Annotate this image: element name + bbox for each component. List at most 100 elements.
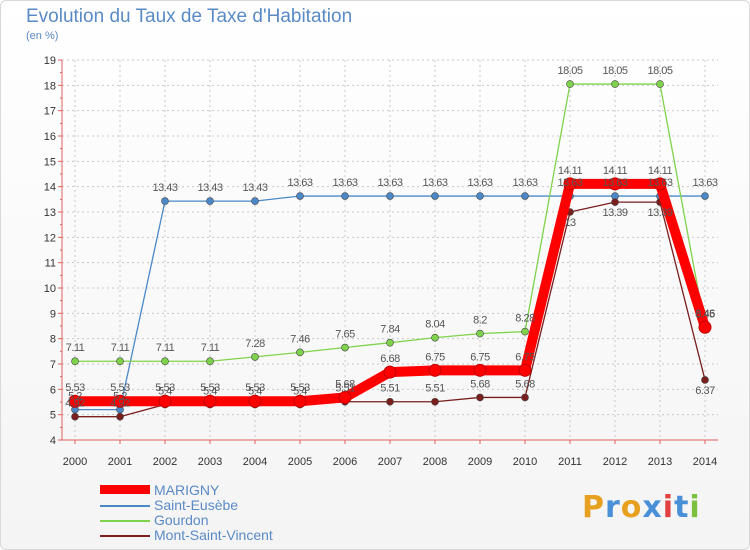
x-tick-label: 2003 [198, 456, 222, 468]
data-point-marigny [383, 365, 397, 379]
data-point-saint-eus-be [161, 197, 169, 205]
data-point-gourdon [656, 80, 664, 88]
data-label: 6.75 [425, 351, 445, 363]
x-tick-label: 2006 [333, 456, 357, 468]
data-point-marigny [68, 394, 82, 408]
data-point-marigny [653, 177, 667, 191]
data-label: 8.2 [473, 315, 487, 327]
data-point-mont-saint-vincent [701, 376, 709, 384]
data-label: 5.51 [335, 383, 355, 395]
logo-letter: r [605, 490, 621, 525]
logo-letter: P [582, 490, 605, 525]
data-point-marigny [248, 394, 262, 408]
x-tick-label: 2011 [558, 456, 582, 468]
data-label: 13.63 [602, 177, 627, 189]
data-label: 7.11 [201, 342, 220, 354]
data-point-gourdon [521, 327, 529, 336]
data-label: 18.05 [557, 65, 582, 77]
data-point-marigny [518, 363, 532, 377]
data-label: 4.92 [110, 398, 130, 410]
data-point-saint-eus-be [251, 197, 259, 205]
y-tick-label: 6 [50, 384, 56, 396]
data-label: 6.68 [380, 353, 400, 365]
x-tick-label: 2000 [63, 456, 87, 468]
y-tick-label: 9 [50, 308, 56, 320]
data-point-gourdon [251, 353, 259, 361]
x-tick-label: 2009 [468, 456, 492, 468]
data-label: 13.43 [152, 182, 177, 194]
data-label: 7.11 [156, 342, 175, 354]
data-point-gourdon [476, 329, 484, 338]
data-label: 8.45 [695, 308, 715, 320]
x-tick-label: 2014 [693, 456, 717, 468]
data-point-marigny [203, 394, 217, 408]
data-label: 13.63 [512, 177, 537, 189]
data-point-mont-saint-vincent [521, 393, 529, 402]
y-tick-label: 17 [44, 106, 56, 118]
data-label: 13.63 [422, 177, 447, 189]
data-point-saint-eus-be [296, 192, 304, 200]
data-label: 18.05 [602, 65, 627, 77]
data-label: 14.11 [603, 165, 628, 177]
data-point-mont-saint-vincent [71, 412, 79, 421]
y-tick-label: 18 [44, 80, 56, 92]
data-point-mont-saint-vincent [386, 397, 394, 406]
data-label: 13.63 [647, 177, 672, 189]
data-point-saint-eus-be [206, 197, 214, 205]
data-label: 5.2 [113, 391, 127, 403]
logo-letter: i [689, 490, 701, 525]
data-label: 8.28 [515, 313, 535, 325]
data-point-marigny [428, 363, 442, 377]
y-tick-label: 5 [50, 410, 56, 422]
axes: 4 5 6 7 8 9 10 11 12 13 14 15 16 17 18 19 2000 2001 2002 20… [44, 55, 718, 468]
data-point-gourdon [566, 80, 574, 88]
data-label: 5.4 [248, 386, 262, 398]
data-point-gourdon [296, 348, 304, 357]
legend-swatch [100, 485, 150, 494]
x-tick-label: 2013 [648, 456, 672, 468]
y-tick-label: 7 [50, 359, 56, 371]
data-label: 5.68 [470, 378, 490, 390]
data-label: 5.2 [68, 391, 82, 403]
legend-label: MARIGNY [154, 482, 220, 498]
y-tick-label: 12 [44, 232, 56, 244]
x-tick-label: 2002 [153, 456, 177, 468]
data-point-marigny [473, 363, 487, 377]
data-point-marigny [608, 177, 622, 191]
legend-swatch [100, 535, 150, 537]
data-point-gourdon [206, 357, 214, 366]
data-label: 13.63 [287, 177, 312, 189]
data-label: 8.46 [695, 308, 715, 320]
data-label: 7.28 [245, 338, 265, 350]
data-label: 5.68 [515, 378, 535, 390]
y-tick-label: 14 [44, 182, 56, 194]
data-label: 5.51 [380, 383, 400, 395]
legend-label: Mont-Saint-Vincent [154, 527, 273, 543]
y-tick-label: 4 [50, 435, 56, 447]
data-label: 5.51 [425, 383, 445, 395]
data-label: 13.39 [602, 207, 627, 219]
data-label: 7.11 [111, 342, 130, 354]
data-labels: 5.53 5.53 5.53 5.53 5.53 5.53 5.68 6.68 6.75 6.75… [65, 65, 718, 410]
x-tick-label: 2012 [603, 456, 627, 468]
data-point-mont-saint-vincent [116, 412, 124, 421]
data-label: 7.11 [66, 342, 85, 354]
data-point-gourdon [341, 343, 349, 352]
legend-label: Gourdon [154, 512, 209, 528]
data-point-gourdon [116, 357, 124, 366]
data-point-marigny [158, 394, 172, 408]
series-layer [68, 80, 712, 421]
data-label: 13 [564, 217, 576, 229]
data-label: 7.84 [380, 324, 400, 336]
data-label: 7.65 [335, 329, 355, 341]
data-point-mont-saint-vincent [431, 397, 439, 406]
data-label: 18.05 [647, 65, 672, 77]
chart-title: Evolution du Taux de Taxe d'Habitation [26, 6, 353, 27]
data-label: 5.4 [293, 386, 307, 398]
data-label: 13.39 [647, 207, 672, 219]
x-tick-label: 2005 [288, 456, 312, 468]
data-label: 5.53 [200, 382, 220, 394]
data-label: 13.63 [332, 177, 357, 189]
data-point-saint-eus-be [341, 192, 349, 200]
